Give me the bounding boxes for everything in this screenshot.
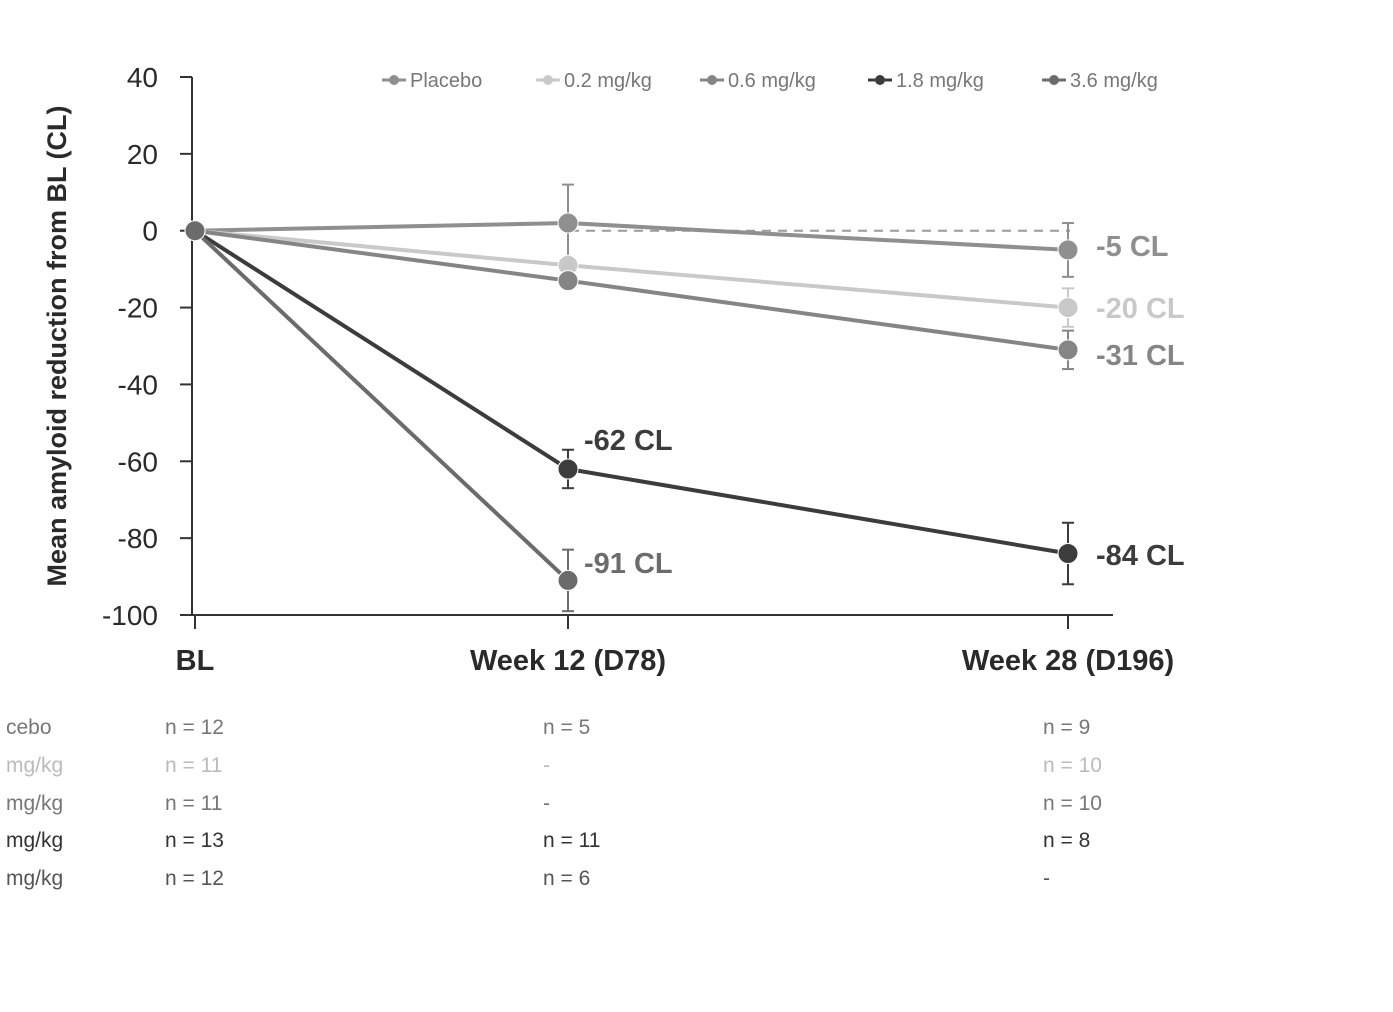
series-0-2-mg-kg: -20 CL (184, 220, 1185, 328)
n-table-row-label: mg/kg (6, 829, 63, 852)
n-table-row: mg/kg n = 13 n = 11 n = 8 (6, 829, 1090, 852)
n-table-row-label: mg/kg (6, 792, 63, 815)
y-tick-label: 20 (127, 139, 158, 170)
axes: 40 20 0 -20 -40 -60 -80 -100 BL Week 12 (D78) Week… (42, 62, 1174, 677)
legend-entry: Placebo (410, 70, 482, 92)
n-table-cell: n = 11 (543, 829, 600, 852)
data-point (557, 569, 579, 591)
series-layer: -5 CL -20 CL -31 CL -84 CL -62 CL -91 CL (184, 183, 1185, 613)
y-tick-label: -20 (118, 293, 158, 324)
series-line (193, 229, 1069, 556)
legend-marker (875, 75, 885, 85)
n-table-cell: n = 11 (165, 792, 222, 815)
data-point (557, 270, 579, 292)
data-point (1057, 543, 1079, 565)
y-tick-label: -80 (118, 523, 158, 554)
data-label: -31 CL (1096, 340, 1185, 372)
series-line (193, 229, 570, 582)
data-point (1057, 297, 1079, 319)
n-table-row: mg/kg n = 11 - n = 10 (6, 792, 1102, 815)
n-table-cell: n = 9 (1043, 716, 1090, 739)
n-table-row: cebo n = 12 n = 5 n = 9 (6, 716, 1090, 739)
data-point (1057, 339, 1079, 361)
series-placebo: -5 CL (184, 183, 1169, 278)
legend-marker (543, 75, 553, 85)
series-line (194, 221, 1069, 252)
x-tick-label: BL (176, 645, 215, 677)
legend-marker (389, 75, 399, 85)
data-label: -5 CL (1096, 231, 1169, 263)
legend-entry: 1.8 mg/kg (896, 70, 984, 92)
series-1-8-mg-kg: -84 CL -62 CL (184, 220, 1185, 586)
data-label: -20 CL (1096, 293, 1185, 325)
n-table-cell: n = 6 (543, 867, 590, 890)
data-point (184, 220, 206, 242)
x-tick-label: Week 12 (D78) (470, 645, 666, 677)
y-tick-label: -40 (118, 369, 158, 400)
n-table-row-label: mg/kg (6, 867, 63, 890)
n-table-cell: n = 12 (165, 867, 224, 890)
n-table-cell: n = 13 (165, 829, 224, 852)
n-table-cell: n = 10 (1043, 754, 1102, 777)
y-axis-label: Mean amyloid reduction from BL (CL) (42, 105, 72, 586)
legend-marker (1049, 75, 1059, 85)
n-table-cell: - (543, 792, 550, 815)
data-point (557, 212, 579, 234)
legend-entry: 3.6 mg/kg (1070, 70, 1158, 92)
y-tick-label: -100 (102, 600, 158, 631)
legend-entry: 0.6 mg/kg (728, 70, 816, 92)
y-tick-label: 40 (127, 62, 158, 93)
n-table-cell: n = 10 (1043, 792, 1102, 815)
data-point (557, 458, 579, 480)
legend-entry: 0.2 mg/kg (564, 70, 652, 92)
data-label: -84 CL (1096, 540, 1185, 572)
data-label: -91 CL (584, 548, 673, 580)
data-label: -62 CL (584, 425, 673, 457)
n-table-row-label: mg/kg (6, 754, 63, 777)
n-table-cell: n = 12 (165, 716, 224, 739)
n-table-cell: - (543, 754, 550, 777)
series-line (194, 228, 1069, 352)
y-tick-label: 0 (142, 216, 158, 247)
n-table-row: mg/kg n = 11 - n = 10 (6, 754, 1102, 777)
n-table-cell: n = 8 (1043, 829, 1090, 852)
n-table-cell: - (1043, 867, 1050, 890)
legend: Placebo 0.2 mg/kg 0.6 mg/kg 1.8 mg/kg 3.6 mg… (382, 70, 1158, 92)
legend-marker (707, 75, 717, 85)
n-table-cell: n = 5 (543, 716, 590, 739)
n-table-cell: n = 11 (165, 754, 222, 777)
series-3-6-mg-kg: -91 CL (184, 220, 673, 613)
data-point (1057, 239, 1079, 261)
n-table-row-label: cebo (6, 716, 52, 739)
y-tick-label: -60 (118, 446, 158, 477)
x-tick-label: Week 28 (D196) (962, 645, 1174, 677)
n-table-row: mg/kg n = 12 n = 6 - (6, 867, 1050, 890)
